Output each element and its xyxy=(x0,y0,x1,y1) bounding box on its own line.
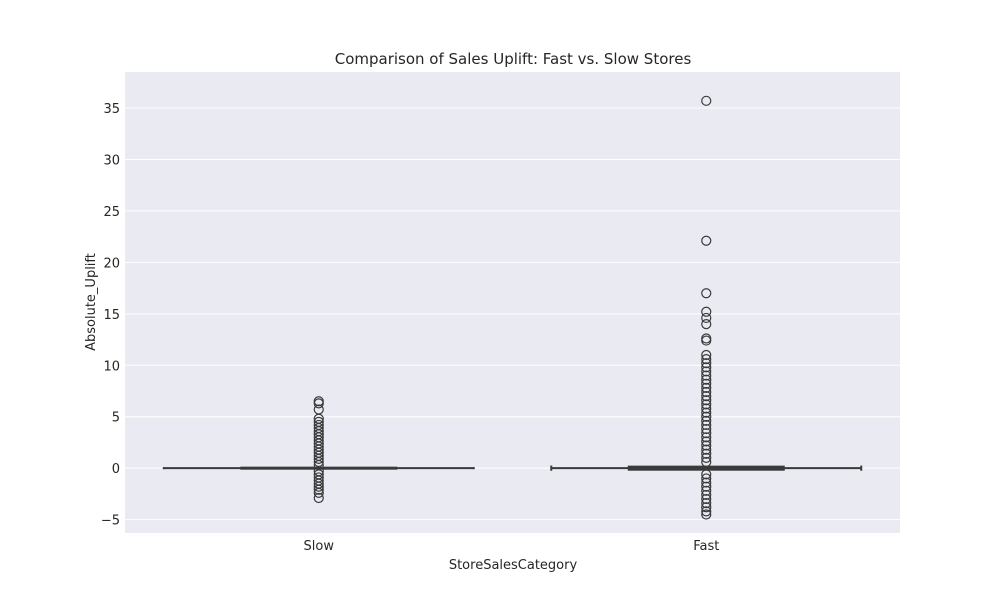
outlier-point xyxy=(313,484,324,495)
x-tick-label: Slow xyxy=(304,539,335,554)
outlier-point xyxy=(701,452,712,463)
outlier-point xyxy=(701,473,712,484)
outlier-point xyxy=(701,403,712,414)
y-tick-label: 35 xyxy=(103,102,120,117)
y-tick-label: 25 xyxy=(103,205,120,220)
x-tick-label: Fast xyxy=(693,539,719,554)
outlier-point xyxy=(701,312,712,324)
outlier-point xyxy=(701,415,712,426)
box-fast xyxy=(550,95,863,520)
outlier-point xyxy=(701,95,712,106)
y-tick-label: 0 xyxy=(112,462,120,477)
outlier-point xyxy=(701,436,712,447)
y-tick-label: 20 xyxy=(103,256,120,271)
x-axis-label: StoreSalesCategory xyxy=(449,558,578,573)
outlier-point xyxy=(701,399,712,410)
y-axis-label: Absolute_Uplift xyxy=(84,253,99,351)
outlier-point xyxy=(701,440,712,451)
outlier-point xyxy=(701,374,712,385)
outlier-point xyxy=(313,487,324,498)
outlier-point xyxy=(701,469,712,480)
outlier-point xyxy=(701,362,712,373)
outlier-point xyxy=(701,411,712,422)
outlier-point xyxy=(701,423,712,435)
outlier-point xyxy=(701,432,712,443)
outlier-point xyxy=(701,349,712,361)
outlier-point xyxy=(701,485,712,496)
outlier-point xyxy=(701,335,712,346)
x-axis-ticks: Slow Fast xyxy=(304,539,720,554)
outlier-point xyxy=(701,370,712,381)
outlier-point xyxy=(701,477,712,488)
y-tick-label: 5 xyxy=(112,411,120,426)
outlier-point xyxy=(701,456,712,468)
y-tick-label: 10 xyxy=(103,359,120,374)
y-tick-label: −5 xyxy=(101,514,120,529)
outlier-point xyxy=(701,509,712,520)
outlier-point xyxy=(701,419,712,431)
outlier-point xyxy=(701,319,712,330)
outlier-point xyxy=(701,489,712,501)
box-slow xyxy=(162,396,475,504)
iqr-box xyxy=(240,466,398,470)
outlier-point xyxy=(313,492,324,504)
outlier-point xyxy=(701,428,712,439)
outlier-point xyxy=(313,481,324,492)
outlier-point xyxy=(701,481,712,492)
outlier-point xyxy=(701,358,712,369)
outlier-point xyxy=(701,506,712,517)
outlier-point xyxy=(701,378,712,389)
outlier-point xyxy=(701,306,712,317)
outlier-point xyxy=(701,493,712,505)
outlier-point xyxy=(701,288,712,299)
outlier-point xyxy=(701,391,712,402)
outlier-point xyxy=(701,235,712,246)
outlier-point xyxy=(701,353,712,365)
outlier-point xyxy=(313,398,324,409)
outlier-point xyxy=(701,498,712,509)
y-axis-ticks: −5 0 5 10 15 20 25 30 35 xyxy=(101,102,120,529)
outlier-point xyxy=(701,382,712,394)
y-tick-label: 15 xyxy=(103,308,120,323)
outlier-point xyxy=(701,448,712,459)
outlier-point xyxy=(701,444,712,455)
boxes xyxy=(162,95,863,520)
outlier-point xyxy=(313,453,324,465)
outlier-point xyxy=(701,502,712,513)
y-tick-label: 30 xyxy=(103,153,120,168)
outlier-point xyxy=(701,366,712,377)
outlier-point xyxy=(701,395,712,406)
outlier-point xyxy=(701,407,712,418)
plot-area xyxy=(125,72,900,533)
chart-title: Comparison of Sales Uplift: Fast vs. Slo… xyxy=(335,50,692,68)
outlier-point xyxy=(701,386,712,398)
